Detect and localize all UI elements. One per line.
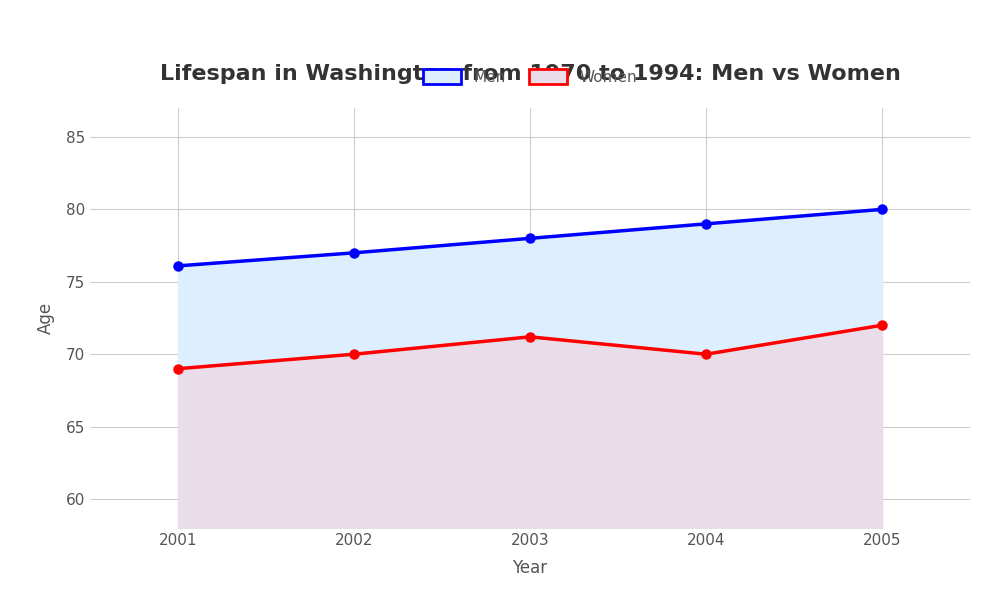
Title: Lifespan in Washington from 1970 to 1994: Men vs Women: Lifespan in Washington from 1970 to 1994… bbox=[160, 64, 900, 84]
Y-axis label: Age: Age bbox=[37, 302, 55, 334]
X-axis label: Year: Year bbox=[512, 559, 548, 577]
Legend: Men, Women: Men, Women bbox=[416, 61, 644, 92]
